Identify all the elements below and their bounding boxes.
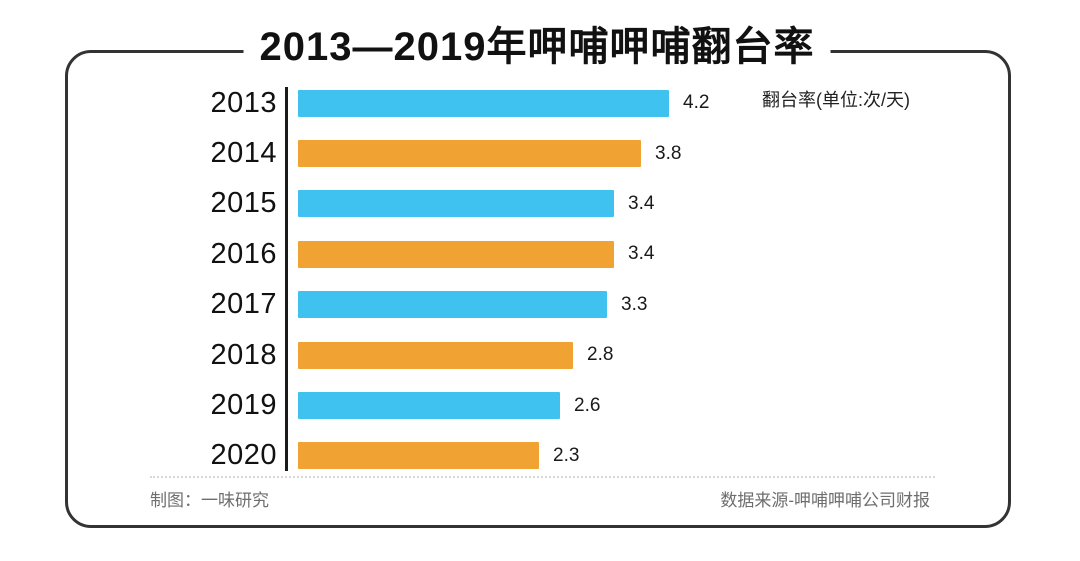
chart-row: 2019 2.6 bbox=[0, 380, 1080, 430]
year-label: 2018 bbox=[210, 338, 277, 371]
chart-row: 2015 3.4 bbox=[0, 179, 1080, 229]
bar-2018 bbox=[298, 341, 573, 369]
value-label: 2.6 bbox=[574, 394, 601, 416]
year-label: 2019 bbox=[210, 389, 277, 422]
credit-note: 制图：一味研究 bbox=[150, 491, 269, 510]
footer-divider bbox=[150, 476, 935, 478]
bar-2015 bbox=[298, 190, 614, 218]
chart-row: 2018 2.8 bbox=[0, 330, 1080, 380]
data-source-note: 数据来源-呷哺呷哺公司财报 bbox=[720, 491, 930, 510]
value-label: 4.2 bbox=[683, 92, 710, 114]
value-label: 3.8 bbox=[655, 142, 682, 164]
chart-row: 2016 3.4 bbox=[0, 229, 1080, 279]
chart-row: 2013 4.2 bbox=[0, 78, 1080, 128]
value-label: 3.4 bbox=[628, 192, 655, 214]
value-label: 3.4 bbox=[628, 243, 655, 265]
chart-row: 2017 3.3 bbox=[0, 280, 1080, 330]
chart-row: 2014 3.8 bbox=[0, 128, 1080, 178]
y-axis-line bbox=[285, 87, 288, 471]
bar-2013 bbox=[298, 89, 669, 117]
year-label: 2015 bbox=[210, 187, 277, 220]
bar-2019 bbox=[298, 392, 560, 420]
value-label: 2.3 bbox=[553, 444, 580, 466]
bar-2016 bbox=[298, 240, 614, 268]
chart-row: 2020 2.3 bbox=[0, 431, 1080, 481]
value-label: 2.8 bbox=[587, 344, 614, 366]
year-label: 2014 bbox=[210, 137, 277, 170]
unit-legend-label: 翻台率(单位:次/天) bbox=[762, 90, 910, 110]
chart-title: 2013—2019年呷哺呷哺翻台率 bbox=[243, 22, 831, 72]
bar-2017 bbox=[298, 291, 607, 319]
year-label: 2020 bbox=[210, 439, 277, 472]
year-label: 2016 bbox=[210, 237, 277, 270]
year-label: 2013 bbox=[210, 86, 277, 119]
year-label: 2017 bbox=[210, 288, 277, 321]
bar-2020 bbox=[298, 442, 539, 470]
value-label: 3.3 bbox=[621, 293, 648, 315]
bar-chart-rows: 2013 4.2 2014 3.8 2015 3.4 2016 3.4 2017 3.3 2018 2… bbox=[0, 78, 1080, 481]
bar-2014 bbox=[298, 140, 641, 168]
